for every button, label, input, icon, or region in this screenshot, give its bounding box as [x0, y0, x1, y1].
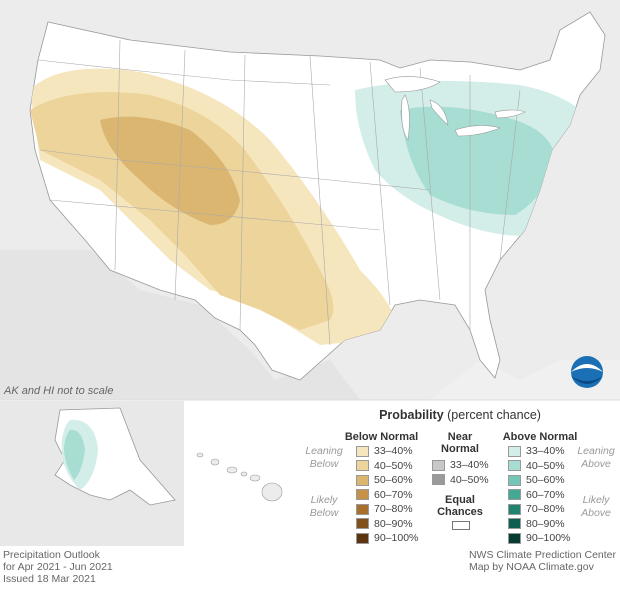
- legend-swatch-label: 70–80%: [374, 503, 413, 515]
- product-info: Precipitation Outlook for Apr 2021 - Jun…: [3, 549, 113, 585]
- equal-chances-swatch: [452, 521, 470, 530]
- legend-item: 40–50%: [432, 474, 489, 486]
- legend-swatch-label: 80–90%: [526, 517, 565, 530]
- alaska-above-40-50: [64, 429, 85, 480]
- legend-swatch: [356, 489, 369, 500]
- legend-item: 40–50%: [356, 460, 413, 472]
- legend-item: 90–100%: [508, 532, 570, 544]
- legend-item: 90–100%: [356, 532, 418, 544]
- credits: NWS Climate Prediction Center Map by NOA…: [469, 549, 616, 573]
- legend-item: 40–50%: [508, 460, 565, 472]
- legend-swatch-label: 40–50%: [526, 459, 565, 472]
- legend-swatch: [356, 460, 369, 471]
- legend-item: 80–90%: [508, 518, 565, 530]
- leaning-below-label: Leaning Below: [305, 445, 343, 470]
- legend-item: 33–40%: [432, 459, 489, 471]
- near-normal-header: Near Normal: [441, 431, 479, 455]
- legend-item: 80–90%: [356, 518, 413, 530]
- credits-line1: NWS Climate Prediction Center: [468, 549, 616, 561]
- product-issued: Issued 18 Mar 2021: [3, 573, 96, 585]
- inset-scale-note: AK and HI not to scale: [4, 385, 114, 397]
- product-period: for Apr 2021 - Jun 2021: [3, 561, 113, 573]
- below-normal-header: Below Normal: [344, 431, 419, 443]
- legend-item: 70–80%: [508, 503, 565, 515]
- legend-swatch-label: 33–40%: [450, 459, 489, 471]
- legend-swatch-label: 33–40%: [526, 445, 565, 457]
- legend-swatch: [432, 459, 445, 471]
- legend-swatch: [508, 474, 521, 486]
- likely-below-label: Likely Below: [309, 494, 339, 519]
- state-lines: [37, 39, 521, 346]
- legend-swatch: [508, 503, 521, 515]
- legend-swatch: [508, 489, 521, 500]
- leaning-above-label: Leaning Above: [577, 445, 615, 470]
- above-normal-header: Above Normal: [502, 431, 578, 443]
- legend-swatch: [508, 460, 521, 471]
- legend-item: 60–70%: [508, 489, 565, 501]
- legend-swatch: [508, 518, 521, 529]
- legend-swatch-label: 60–70%: [526, 488, 565, 501]
- legend-swatch-label: 50–60%: [374, 474, 413, 486]
- legend-swatch-label: 50–60%: [526, 474, 565, 486]
- legend-swatch-label: 80–90%: [374, 517, 413, 530]
- legend-item: 50–60%: [356, 474, 413, 486]
- noaa-logo: [571, 356, 603, 388]
- legend-swatch-label: 70–80%: [526, 503, 565, 515]
- outlook-shading: [30, 68, 590, 346]
- legend-swatch-label: 60–70%: [374, 488, 413, 501]
- legend-swatch-label: 40–50%: [374, 459, 413, 472]
- legend-item: 33–40%: [356, 445, 413, 457]
- legend-swatch: [356, 474, 369, 486]
- legend-item: 70–80%: [356, 503, 413, 515]
- hawaii-islands: [196, 452, 283, 502]
- credits-line2: Map by NOAA Climate.gov: [468, 561, 594, 573]
- equal-chances-label: Equal Chances: [437, 494, 483, 518]
- legend-swatch-label: 33–40%: [374, 445, 413, 457]
- legend-title: Probability (percent chance): [379, 408, 541, 422]
- legend-swatch: [356, 532, 369, 544]
- likely-above-label: Likely Above: [581, 494, 611, 519]
- great-lakes: [384, 76, 526, 141]
- mexico-land: [0, 250, 360, 400]
- legend-item: 33–40%: [508, 445, 565, 457]
- legend-swatch-label: 90–100%: [374, 532, 419, 544]
- legend-item: 50–60%: [508, 474, 565, 486]
- legend-swatch: [356, 445, 369, 457]
- above-40-50-region: [400, 106, 556, 215]
- legend-swatch: [508, 445, 521, 457]
- legend-swatch: [432, 474, 445, 485]
- legend-swatch: [356, 518, 369, 529]
- probability-legend: Probability (percent chance) Below Norma…: [300, 401, 620, 546]
- product-title: Precipitation Outlook: [3, 549, 100, 561]
- legend-swatch-label: 40–50%: [450, 473, 489, 486]
- legend-swatch-label: 90–100%: [526, 532, 571, 544]
- legend-swatch: [508, 532, 521, 544]
- legend-item: 60–70%: [356, 489, 413, 501]
- legend-swatch: [356, 503, 369, 515]
- below-50-60-region: [100, 116, 240, 225]
